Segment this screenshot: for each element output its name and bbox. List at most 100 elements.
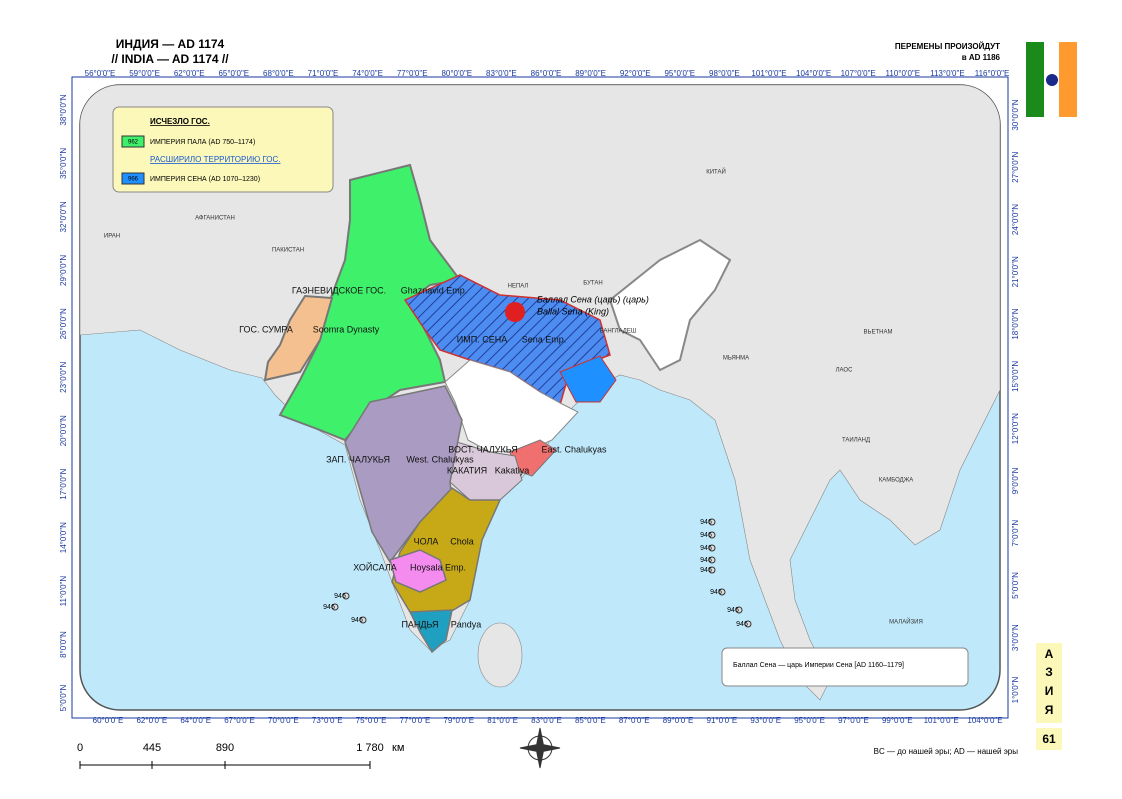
state-label-en: Ghaznavid Emp. <box>401 285 468 295</box>
page-number: 61 <box>1042 732 1056 746</box>
top-coord: 83°0'0"E <box>486 69 517 78</box>
top-coord: 56°0'0"E <box>85 69 116 78</box>
side-tab <box>1036 643 1062 723</box>
left-coord: 5°0'0"N <box>59 684 68 711</box>
legend-expanded-name: ИМПЕРИЯ СЕНА (AD 1070–1230) <box>150 176 260 183</box>
country-label: ПАКИСТАН <box>272 248 304 254</box>
right-coord: 18°0'0"N <box>1011 308 1020 339</box>
left-coord: 32°0'0"N <box>59 201 68 232</box>
right-coord: 21°0'0"N <box>1011 256 1020 287</box>
compass <box>519 727 561 769</box>
left-coord: 29°0'0"N <box>59 255 68 286</box>
bottom-coord: 87°0'0"E <box>619 716 650 725</box>
state-label-ru: ВОСТ. ЧАЛУКЬЯ <box>448 444 517 454</box>
top-coord: 65°0'0"E <box>218 69 249 78</box>
left-coord: 26°0'0"N <box>59 308 68 339</box>
northeast-white <box>608 238 732 372</box>
top-coord: 86°0'0"E <box>531 69 562 78</box>
left-coord: 23°0'0"N <box>59 361 68 392</box>
island-label: 946 <box>700 532 712 539</box>
central-white <box>444 359 579 453</box>
state-label-ru: ПАНДЬЯ <box>401 619 438 629</box>
changes-date: в AD 1186 <box>962 53 1001 62</box>
bottom-coord: 99°0'0"E <box>882 716 913 725</box>
country-label: ТАИЛАНД <box>842 438 870 444</box>
left-coord: 35°0'0"N <box>59 148 68 179</box>
state-label-ru: КАКАТИЯ <box>447 465 487 475</box>
legend-gone-name: ИМПЕРИЯ ПАЛА (AD 750–1174) <box>150 139 255 146</box>
left-coord: 14°0'0"N <box>59 522 68 553</box>
graticule-frame <box>71 76 1009 719</box>
right-coord: 30°0'0"N <box>1011 99 1020 130</box>
bottom-coord: 70°0'0"E <box>268 716 299 725</box>
right-coord: 3°0'0"N <box>1011 624 1020 651</box>
bottom-coord: 62°0'0"E <box>136 716 167 725</box>
top-coord: 107°0'0"E <box>841 69 876 78</box>
top-coord: 62°0'0"E <box>174 69 205 78</box>
ruler-ru: Баллал Сена (царь) (царь) <box>537 294 649 304</box>
island-label: 946 <box>700 545 712 552</box>
pandya <box>408 609 453 654</box>
bottom-coord: 89°0'0"E <box>663 716 694 725</box>
top-coord: 71°0'0"E <box>308 69 339 78</box>
top-coord: 89°0'0"E <box>575 69 606 78</box>
right-coord: 27°0'0"N <box>1011 151 1020 182</box>
left-coord: 11°0'0"N <box>59 576 68 607</box>
right-coord: 24°0'0"N <box>1011 204 1020 235</box>
legend: ИСЧЕЗЛО ГОС. 962 ИМПЕРИЯ ПАЛА (AD 750–11… <box>112 106 334 193</box>
side-letter: А <box>1045 647 1054 661</box>
country-label: БАНГЛАДЕШ <box>600 329 637 335</box>
legend-gone-code: 962 <box>128 140 139 146</box>
note: Баллал Сена — царь Империи Сена [AD 1160… <box>733 662 904 669</box>
country-label: ВЬЕТНАМ <box>864 330 893 336</box>
bottom-coord: 75°0'0"E <box>356 716 387 725</box>
state-label-ru: ХОЙСАЛА <box>353 561 397 572</box>
state-label-ru: ИМП. СЕНА <box>457 334 507 344</box>
state-label-en: East. Chalukyas <box>541 444 607 454</box>
island <box>708 556 716 564</box>
island <box>735 606 743 614</box>
legend-expanded-title[interactable]: РАСШИРИЛО ТЕРРИТОРИЮ ГОС. <box>150 155 281 164</box>
top-coord: 98°0'0"E <box>709 69 740 78</box>
state-label-en: Sena Emp. <box>522 334 567 344</box>
footer: BC — до нашей эры; AD — нашей эры <box>874 747 1019 756</box>
bottom-coord: 104°0'0"E <box>967 716 1002 725</box>
island <box>744 620 752 628</box>
state-label-en: West. Chalukyas <box>406 454 474 464</box>
changes: ПЕРЕМЕНЫ ПРОИЗОЙДУТ <box>895 42 1000 51</box>
state-label-en: Pandya <box>451 619 482 629</box>
bottom-coord: 60°0'0"E <box>93 716 124 725</box>
state-label-ru: ГАЗНЕВИДСКОЕ ГОС. <box>292 285 386 295</box>
kakatiya <box>449 439 523 501</box>
top-coord: 74°0'0"E <box>352 69 383 78</box>
country-label: КАМБОДЖА <box>879 478 914 484</box>
bottom-coord: 95°0'0"E <box>794 716 825 725</box>
subtitle: // INDIA — AD 1174 // <box>111 52 229 66</box>
top-coord: 92°0'0"E <box>620 69 651 78</box>
bottom-coord: 85°0'0"E <box>575 716 606 725</box>
bottom-coord: 91°0'0"E <box>707 716 738 725</box>
island-label: 946 <box>323 604 335 611</box>
island-label: 946 <box>700 557 712 564</box>
island <box>708 566 716 574</box>
island <box>331 603 339 611</box>
island <box>718 588 726 596</box>
bottom-coord: 64°0'0"E <box>180 716 211 725</box>
bottom-coord: 79°0'0"E <box>443 716 474 725</box>
island <box>708 531 716 539</box>
map-body <box>80 85 1000 701</box>
island-label: 946 <box>351 617 363 624</box>
bottom-coord: 83°0'0"E <box>531 716 562 725</box>
top-coord: 113°0'0"E <box>930 69 965 78</box>
bottom-coord: 97°0'0"E <box>838 716 869 725</box>
bottom-coord: 77°0'0"E <box>400 716 431 725</box>
country-label: НЕПАЛ <box>508 284 529 290</box>
scale-unit: км <box>392 742 404 754</box>
legend-expanded-code: 966 <box>128 177 139 183</box>
scale-tick: 0 <box>77 742 83 754</box>
place-labels: ИРАН АФГАНИСТАН ПАКИСТАН КИТАЙ НЕПАЛ БУТАН БАН… <box>104 168 923 630</box>
scale-bar <box>79 761 371 769</box>
bottom-coord: 81°0'0"E <box>487 716 518 725</box>
axis-labels: 56°0'0"E 59°0'0"E 62°0'0"E 65°0'0"E 68°0'0"E… <box>59 69 1020 725</box>
